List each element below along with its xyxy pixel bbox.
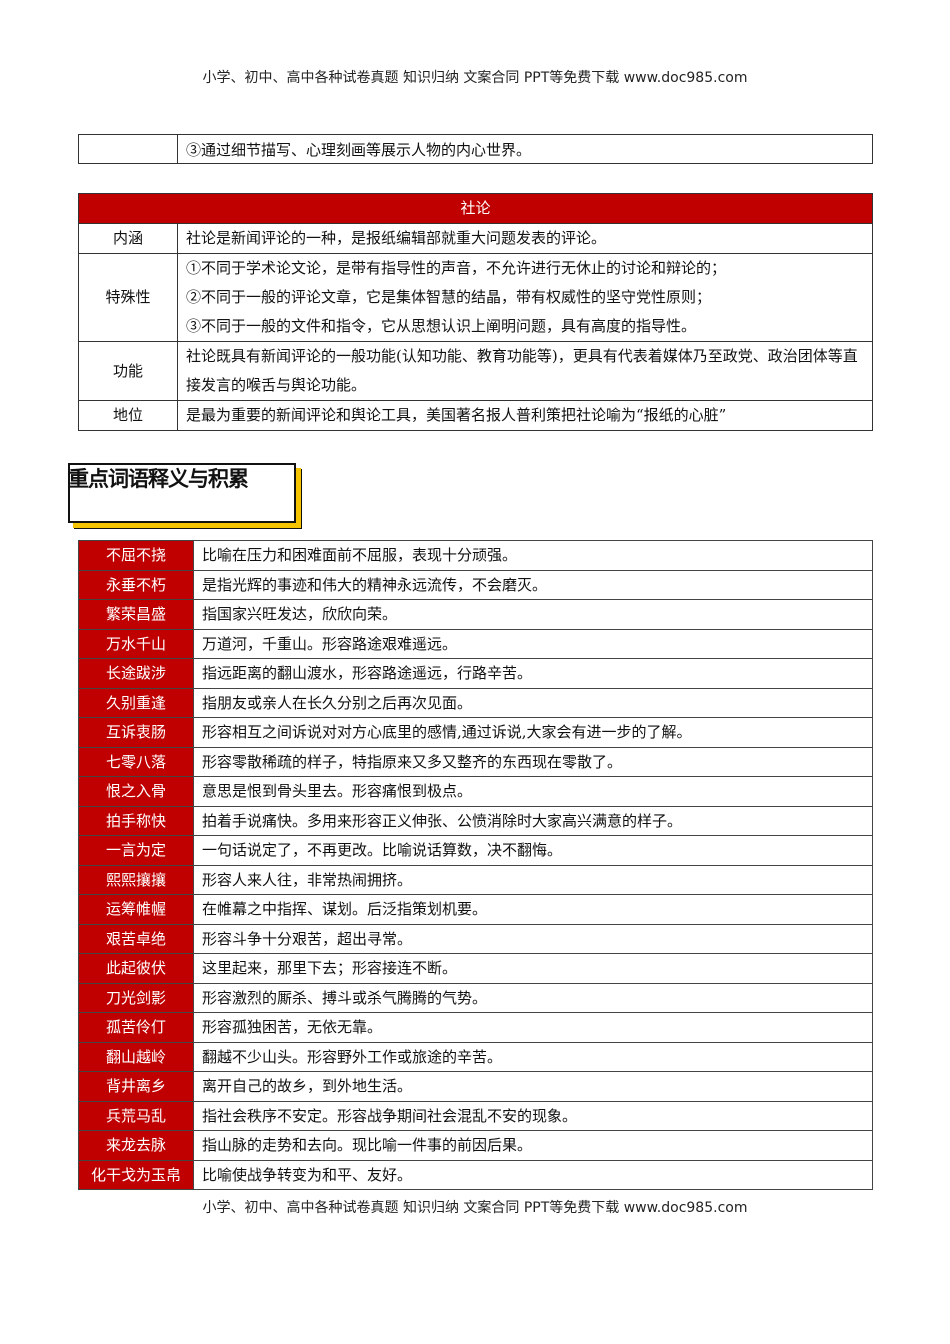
row-content: 是最为重要的新闻评论和舆论工具，美国著名报人普利策把社论喻为“报纸的心脏” [177,400,873,431]
vocab-word: 拍手称快 [78,805,194,836]
vocab-word: 一言为定 [78,835,194,866]
vocab-word: 恨之入骨 [78,776,194,807]
row-label: 内涵 [78,223,178,254]
vocab-meaning: 指山脉的走势和去向。现比喻一件事的前因后果。 [193,1130,873,1161]
vocab-row: 久别重逢 指朋友或亲人在长久分别之后再次见面。 [78,687,873,718]
content-line: ①不同于学术论文论，是带有指导性的声音，不允许进行无休止的讨论和辩论的； [186,259,727,277]
page-header: 小学、初中、高中各种试卷真题 知识归纳 文案合同 PPT等免费下载 www.do… [202,70,748,86]
table-row: 地位 是最为重要的新闻评论和舆论工具，美国著名报人普利策把社论喻为“报纸的心脏” [78,400,873,431]
vocab-row: 万水千山 万道河，千重山。形容路途艰难遥远。 [78,628,873,659]
vocab-word: 繁荣昌盛 [78,599,194,630]
vocab-meaning: 是指光辉的事迹和伟大的精神永远流传，不会磨灭。 [193,569,873,600]
table-row: 功能 社论既具有新闻评论的一般功能(认知功能、教育功能等)，更具有代表着媒体乃至政… [78,341,873,401]
vocab-word: 长途跋涉 [78,658,194,689]
vocab-word: 背井离乡 [78,1071,194,1102]
vocab-word: 互诉衷肠 [78,717,194,748]
vocab-word: 此起彼伏 [78,953,194,984]
section-heading: 重点词语释义与积累 [68,467,249,491]
row-label: 地位 [78,400,178,431]
vocab-meaning: 形容激烈的厮杀、搏斗或杀气腾腾的气势。 [193,982,873,1013]
content-line: 社论是新闻评论的一种，是报纸编辑部就重大问题发表的评论。 [186,229,607,247]
vocab-meaning: 指朋友或亲人在长久分别之后再次见面。 [193,687,873,718]
content-line: 是最为重要的新闻评论和舆论工具，美国著名报人普利策把社论喻为“报纸的心脏” [186,406,727,424]
row-content: 社论是新闻评论的一种，是报纸编辑部就重大问题发表的评论。 [177,223,873,254]
section-heading-box: 重点词语释义与积累 [68,463,296,523]
vocab-meaning: 形容人来人往，非常热闹拥挤。 [193,864,873,895]
vocab-meaning: 这里起来，那里下去；形容接连不断。 [193,953,873,984]
vocab-row: 背井离乡 离开自己的故乡，到外地生活。 [78,1071,873,1102]
vocab-meaning: 形容孤独困苦，无依无靠。 [193,1012,873,1043]
vocab-row: 艰苦卓绝 形容斗争十分艰苦，超出寻常。 [78,923,873,954]
vocab-row: 孤苦伶仃 形容孤独困苦，无依无靠。 [78,1012,873,1043]
vocab-row: 化干戈为玉帛 比喻使战争转变为和平、友好。 [78,1159,873,1190]
vocab-word: 熙熙攘攘 [78,864,194,895]
vocab-row: 一言为定 一句话说定了，不再更改。比喻说话算数，决不翻悔。 [78,835,873,866]
vocab-meaning: 意思是恨到骨头里去。形容痛恨到极点。 [193,776,873,807]
vocab-meaning: 指社会秩序不安定。形容战争期间社会混乱不安的现象。 [193,1100,873,1131]
row-content: 社论既具有新闻评论的一般功能(认知功能、教育功能等)，更具有代表着媒体乃至政党、… [177,341,873,401]
vocab-word: 孤苦伶仃 [78,1012,194,1043]
vocab-table: 不屈不挠 比喻在压力和困难面前不屈服，表现十分顽强。 永垂不朽 是指光辉的事迹和伟大的… [78,540,873,1190]
vocab-row: 长途跋涉 指远距离的翻山渡水，形容路途遥远，行路辛苦。 [78,658,873,689]
editorial-table: 社论 内涵 社论是新闻评论的一种，是报纸编辑部就重大问题发表的评论。 特殊性 ①不同于… [78,193,873,431]
vocab-meaning: 指国家兴旺发达，欣欣向荣。 [193,599,873,630]
vocab-row: 不屈不挠 比喻在压力和困难面前不屈服，表现十分顽强。 [78,540,873,571]
vocab-row: 永垂不朽 是指光辉的事迹和伟大的精神永远流传，不会磨灭。 [78,569,873,600]
vocab-meaning: 形容斗争十分艰苦，超出寻常。 [193,923,873,954]
vocab-row: 来龙去脉 指山脉的走势和去向。现比喻一件事的前因后果。 [78,1130,873,1161]
vocab-row: 熙熙攘攘 形容人来人往，非常热闹拥挤。 [78,864,873,895]
row-text: ③通过细节描写、心理刻画等展示人物的内心世界。 [177,134,873,164]
row-label [78,134,178,164]
vocab-row: 恨之入骨 意思是恨到骨头里去。形容痛恨到极点。 [78,776,873,807]
vocab-word: 翻山越岭 [78,1041,194,1072]
page-footer: 小学、初中、高中各种试卷真题 知识归纳 文案合同 PPT等免费下载 www.do… [202,1200,748,1216]
vocab-row: 刀光剑影 形容激烈的厮杀、搏斗或杀气腾腾的气势。 [78,982,873,1013]
row-label: 功能 [78,341,178,401]
continued-table: ③通过细节描写、心理刻画等展示人物的内心世界。 [78,134,873,164]
table-row: 特殊性 ①不同于学术论文论，是带有指导性的声音，不允许进行无休止的讨论和辩论的； ②… [78,253,873,342]
table-row: 内涵 社论是新闻评论的一种，是报纸编辑部就重大问题发表的评论。 [78,223,873,254]
row-label: 特殊性 [78,253,178,342]
vocab-meaning: 离开自己的故乡，到外地生活。 [193,1071,873,1102]
content-line: ③不同于一般的文件和指令，它从思想认识上阐明问题，具有高度的指导性。 [186,317,697,335]
vocab-row: 兵荒马乱 指社会秩序不安定。形容战争期间社会混乱不安的现象。 [78,1100,873,1131]
vocab-word: 七零八落 [78,746,194,777]
vocab-meaning: 万道河，千重山。形容路途艰难遥远。 [193,628,873,659]
vocab-row: 此起彼伏 这里起来，那里下去；形容接连不断。 [78,953,873,984]
vocab-word: 来龙去脉 [78,1130,194,1161]
vocab-word: 化干戈为玉帛 [78,1159,194,1190]
vocab-row: 互诉衷肠 形容相互之间诉说对对方心底里的感情,通过诉说,大家会有进一步的了解。 [78,717,873,748]
row-content: ①不同于学术论文论，是带有指导性的声音，不允许进行无休止的讨论和辩论的； ②不同于… [177,253,873,342]
vocab-meaning: 在帷幕之中指挥、谋划。后泛指策划机要。 [193,894,873,925]
vocab-row: 翻山越岭 翻越不少山头。形容野外工作或旅途的辛苦。 [78,1041,873,1072]
table-title: 社论 [78,193,873,224]
vocab-word: 运筹帷幄 [78,894,194,925]
vocab-meaning: 指远距离的翻山渡水，形容路途遥远，行路辛苦。 [193,658,873,689]
vocab-meaning: 形容相互之间诉说对对方心底里的感情,通过诉说,大家会有进一步的了解。 [193,717,873,748]
vocab-word: 不屈不挠 [78,540,194,571]
vocab-meaning: 形容零散稀疏的样子，特指原来又多又整齐的东西现在零散了。 [193,746,873,777]
vocab-word: 久别重逢 [78,687,194,718]
vocab-meaning: 比喻使战争转变为和平、友好。 [193,1159,873,1190]
vocab-row: 运筹帷幄 在帷幕之中指挥、谋划。后泛指策划机要。 [78,894,873,925]
vocab-meaning: 一句话说定了，不再更改。比喻说话算数，决不翻悔。 [193,835,873,866]
vocab-meaning: 拍着手说痛快。多用来形容正义伸张、公愤消除时大家高兴满意的样子。 [193,805,873,836]
vocab-word: 兵荒马乱 [78,1100,194,1131]
content-line: ②不同于一般的评论文章，它是集体智慧的结晶，带有权威性的坚守党性原则； [186,288,712,306]
vocab-meaning: 比喻在压力和困难面前不屈服，表现十分顽强。 [193,540,873,571]
table-row: ③通过细节描写、心理刻画等展示人物的内心世界。 [78,134,873,164]
vocab-word: 永垂不朽 [78,569,194,600]
vocab-row: 七零八落 形容零散稀疏的样子，特指原来又多又整齐的东西现在零散了。 [78,746,873,777]
vocab-meaning: 翻越不少山头。形容野外工作或旅途的辛苦。 [193,1041,873,1072]
vocab-row: 繁荣昌盛 指国家兴旺发达，欣欣向荣。 [78,599,873,630]
content-line: 社论既具有新闻评论的一般功能(认知功能、教育功能等)，更具有代表着媒体乃至政党、… [186,347,858,394]
vocab-word: 刀光剑影 [78,982,194,1013]
vocab-word: 万水千山 [78,628,194,659]
vocab-word: 艰苦卓绝 [78,923,194,954]
vocab-row: 拍手称快 拍着手说痛快。多用来形容正义伸张、公愤消除时大家高兴满意的样子。 [78,805,873,836]
